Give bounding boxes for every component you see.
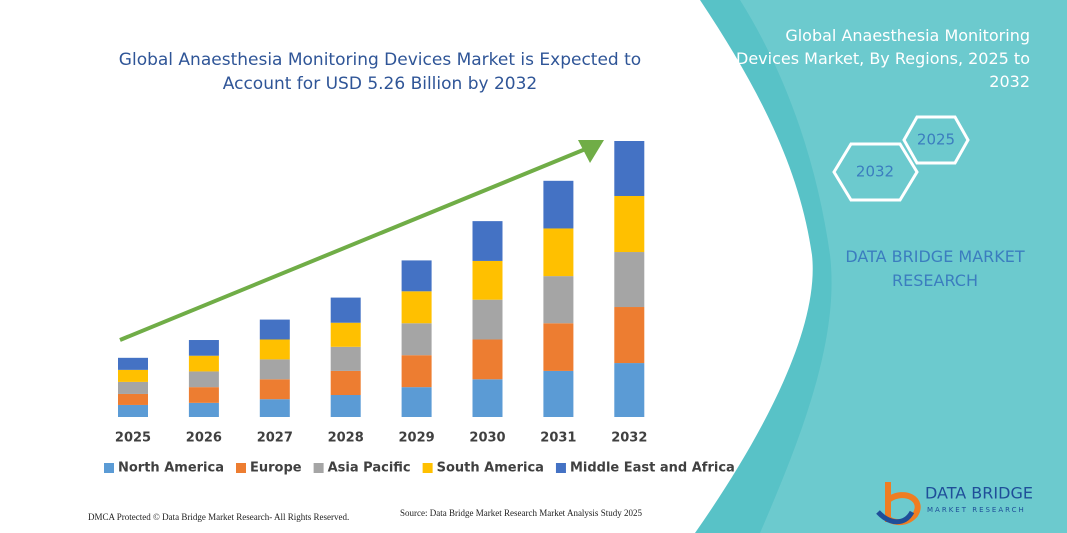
logo-mark — [876, 510, 915, 525]
bar-segment — [118, 369, 148, 382]
bar-segment — [614, 195, 645, 253]
x-tick-label: 2029 — [399, 431, 435, 446]
logo: DATA BRIDGE MARKET RESEARCH — [876, 482, 1033, 526]
bar-segment — [188, 402, 219, 417]
bar-segment — [614, 252, 645, 308]
legend-label: Europe — [250, 461, 302, 476]
hexagon — [832, 142, 919, 202]
bar-segment — [401, 291, 432, 324]
legend-label: Middle East and Africa — [570, 461, 735, 476]
panel-shade — [740, 0, 1067, 533]
bar-segment — [188, 355, 219, 372]
x-tick-label: 2025 — [115, 431, 151, 446]
legend-swatch — [313, 463, 324, 473]
logo-name: DATA BRIDGE — [925, 484, 1033, 503]
hex-label: 2025 — [917, 131, 955, 149]
bar-segment — [330, 395, 361, 417]
bar-segment — [259, 359, 290, 380]
brand-text: DATA BRIDGE MARKET RESEARCH — [845, 247, 1025, 290]
trend-arrow — [119, 146, 589, 342]
bar-segment — [614, 307, 645, 364]
bar-segment — [401, 323, 432, 356]
bar-segment — [188, 371, 219, 388]
bar-segment — [401, 355, 432, 388]
bar-segment — [543, 370, 574, 417]
bar-segment — [118, 404, 148, 417]
legend-label: South America — [437, 461, 544, 476]
panel-title: Global Anaesthesia Monitoring Devices Ma… — [736, 26, 1030, 91]
bar-segment — [401, 387, 432, 417]
bar-segment — [330, 346, 361, 371]
bar-segment — [472, 260, 503, 300]
bar-segment — [614, 141, 645, 196]
bar-segment — [472, 299, 503, 340]
x-tick-label: 2028 — [328, 431, 364, 446]
legend-swatch — [422, 463, 433, 473]
bar-segment — [259, 379, 290, 400]
bar-segment — [543, 180, 574, 229]
x-tick-label: 2031 — [540, 431, 576, 446]
x-tick-label: 2030 — [469, 431, 505, 446]
bar-segment — [118, 357, 148, 370]
footer-dmca: DMCA Protected © Data Bridge Market Rese… — [88, 512, 350, 522]
bar-segment — [259, 319, 290, 340]
chart-title: Global Anaesthesia Monitoring Devices Ma… — [118, 50, 642, 94]
bar-segment — [118, 381, 148, 394]
bar-segment — [330, 322, 361, 347]
legend-swatch — [236, 463, 246, 473]
legend-label: North America — [118, 461, 224, 476]
bar-segment — [330, 297, 361, 323]
x-tick-label: 2027 — [257, 431, 293, 446]
arrow-head — [578, 140, 604, 163]
bar-segment — [118, 393, 148, 405]
bar-segment — [472, 221, 503, 261]
logo-tagline: MARKET RESEARCH — [927, 506, 1026, 514]
x-tick-label: 2026 — [186, 431, 222, 446]
bar-segment — [401, 260, 432, 292]
bar-segment — [543, 323, 574, 371]
bar-segment — [259, 339, 290, 360]
legend-swatch — [555, 463, 566, 473]
bar-segment — [543, 228, 574, 277]
hex-label: 2032 — [856, 163, 894, 181]
legend-swatch — [104, 463, 114, 473]
x-tick-label: 2032 — [611, 431, 647, 446]
legend-label: Asia Pacific — [328, 461, 411, 476]
bar-segment — [259, 399, 290, 417]
bar-segment — [188, 340, 219, 356]
bar-segment — [330, 370, 361, 396]
bar-segment — [472, 379, 503, 417]
bar-segment — [188, 387, 219, 403]
footer-source: Source: Data Bridge Market Research Mark… — [400, 508, 642, 518]
bar-segment — [543, 276, 574, 324]
hexagon — [902, 115, 970, 165]
bar-segment — [614, 363, 645, 417]
bar-segment — [472, 339, 503, 380]
